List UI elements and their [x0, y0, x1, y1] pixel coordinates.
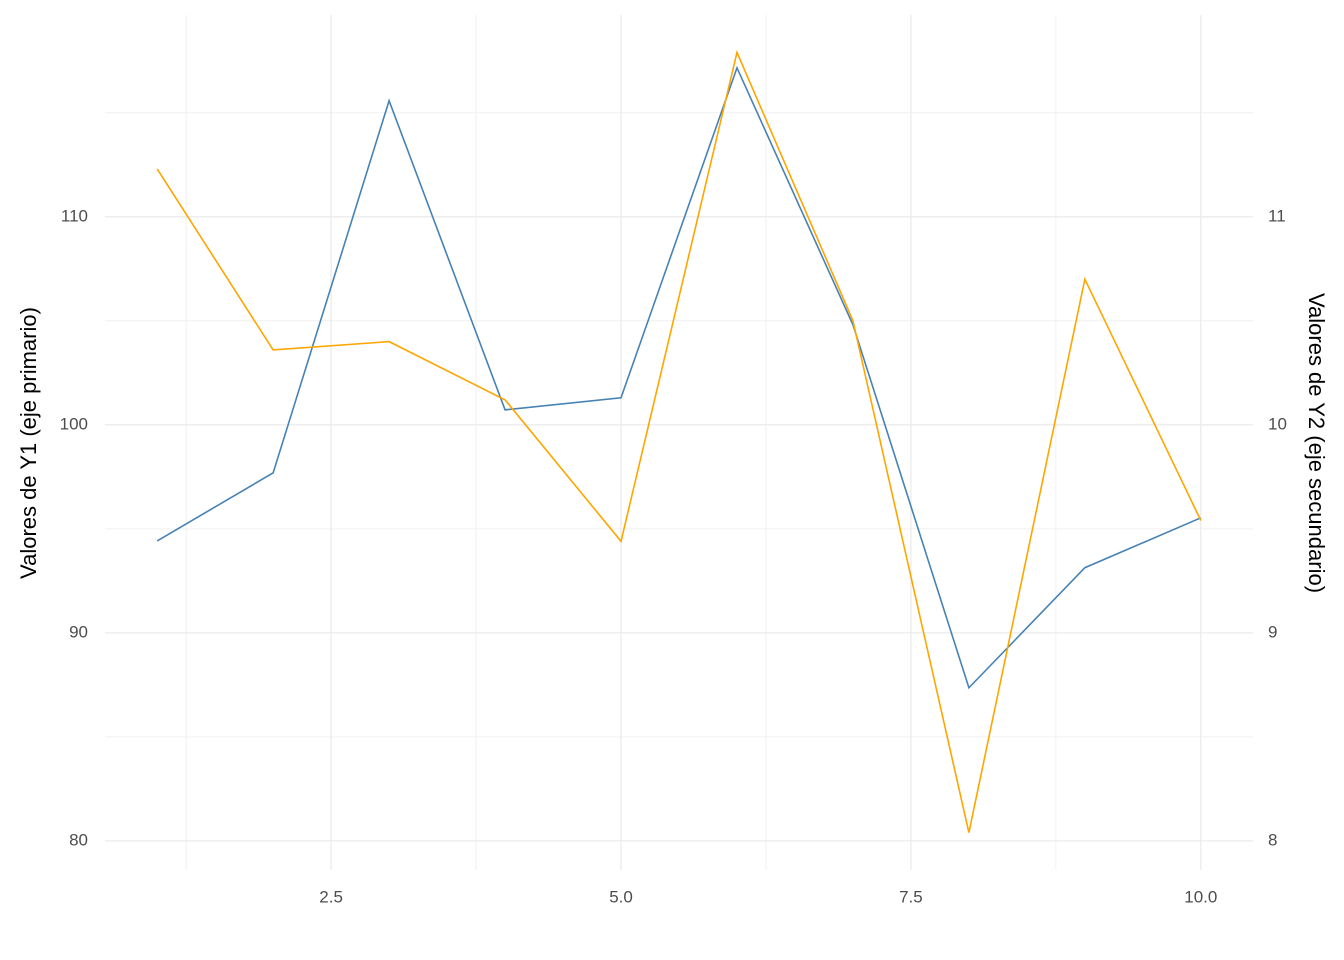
series-line	[156, 65, 1202, 690]
y-tick-label: 100	[60, 414, 88, 433]
series-line	[156, 49, 1202, 833]
y-axis-title: Valores de Y1 (eje primario)	[16, 307, 41, 579]
x-tick-label: 10.0	[1184, 887, 1217, 906]
y-tick-label: 80	[69, 830, 88, 849]
x-tick-label: 5.0	[609, 887, 633, 906]
y-tick-label: 110	[61, 206, 88, 225]
y-tick-label: 90	[69, 622, 88, 641]
x-tick-label: 2.5	[319, 887, 343, 906]
x-tick-label: 7.5	[899, 887, 923, 906]
y2-tick-label: 9	[1268, 622, 1277, 641]
y2-tick-label: 11	[1268, 206, 1286, 225]
y2-tick-label: 10	[1268, 414, 1287, 433]
y2-axis-title: Valores de Y2 (eje secundario)	[1304, 293, 1329, 593]
y2-tick-label: 8	[1268, 830, 1277, 849]
